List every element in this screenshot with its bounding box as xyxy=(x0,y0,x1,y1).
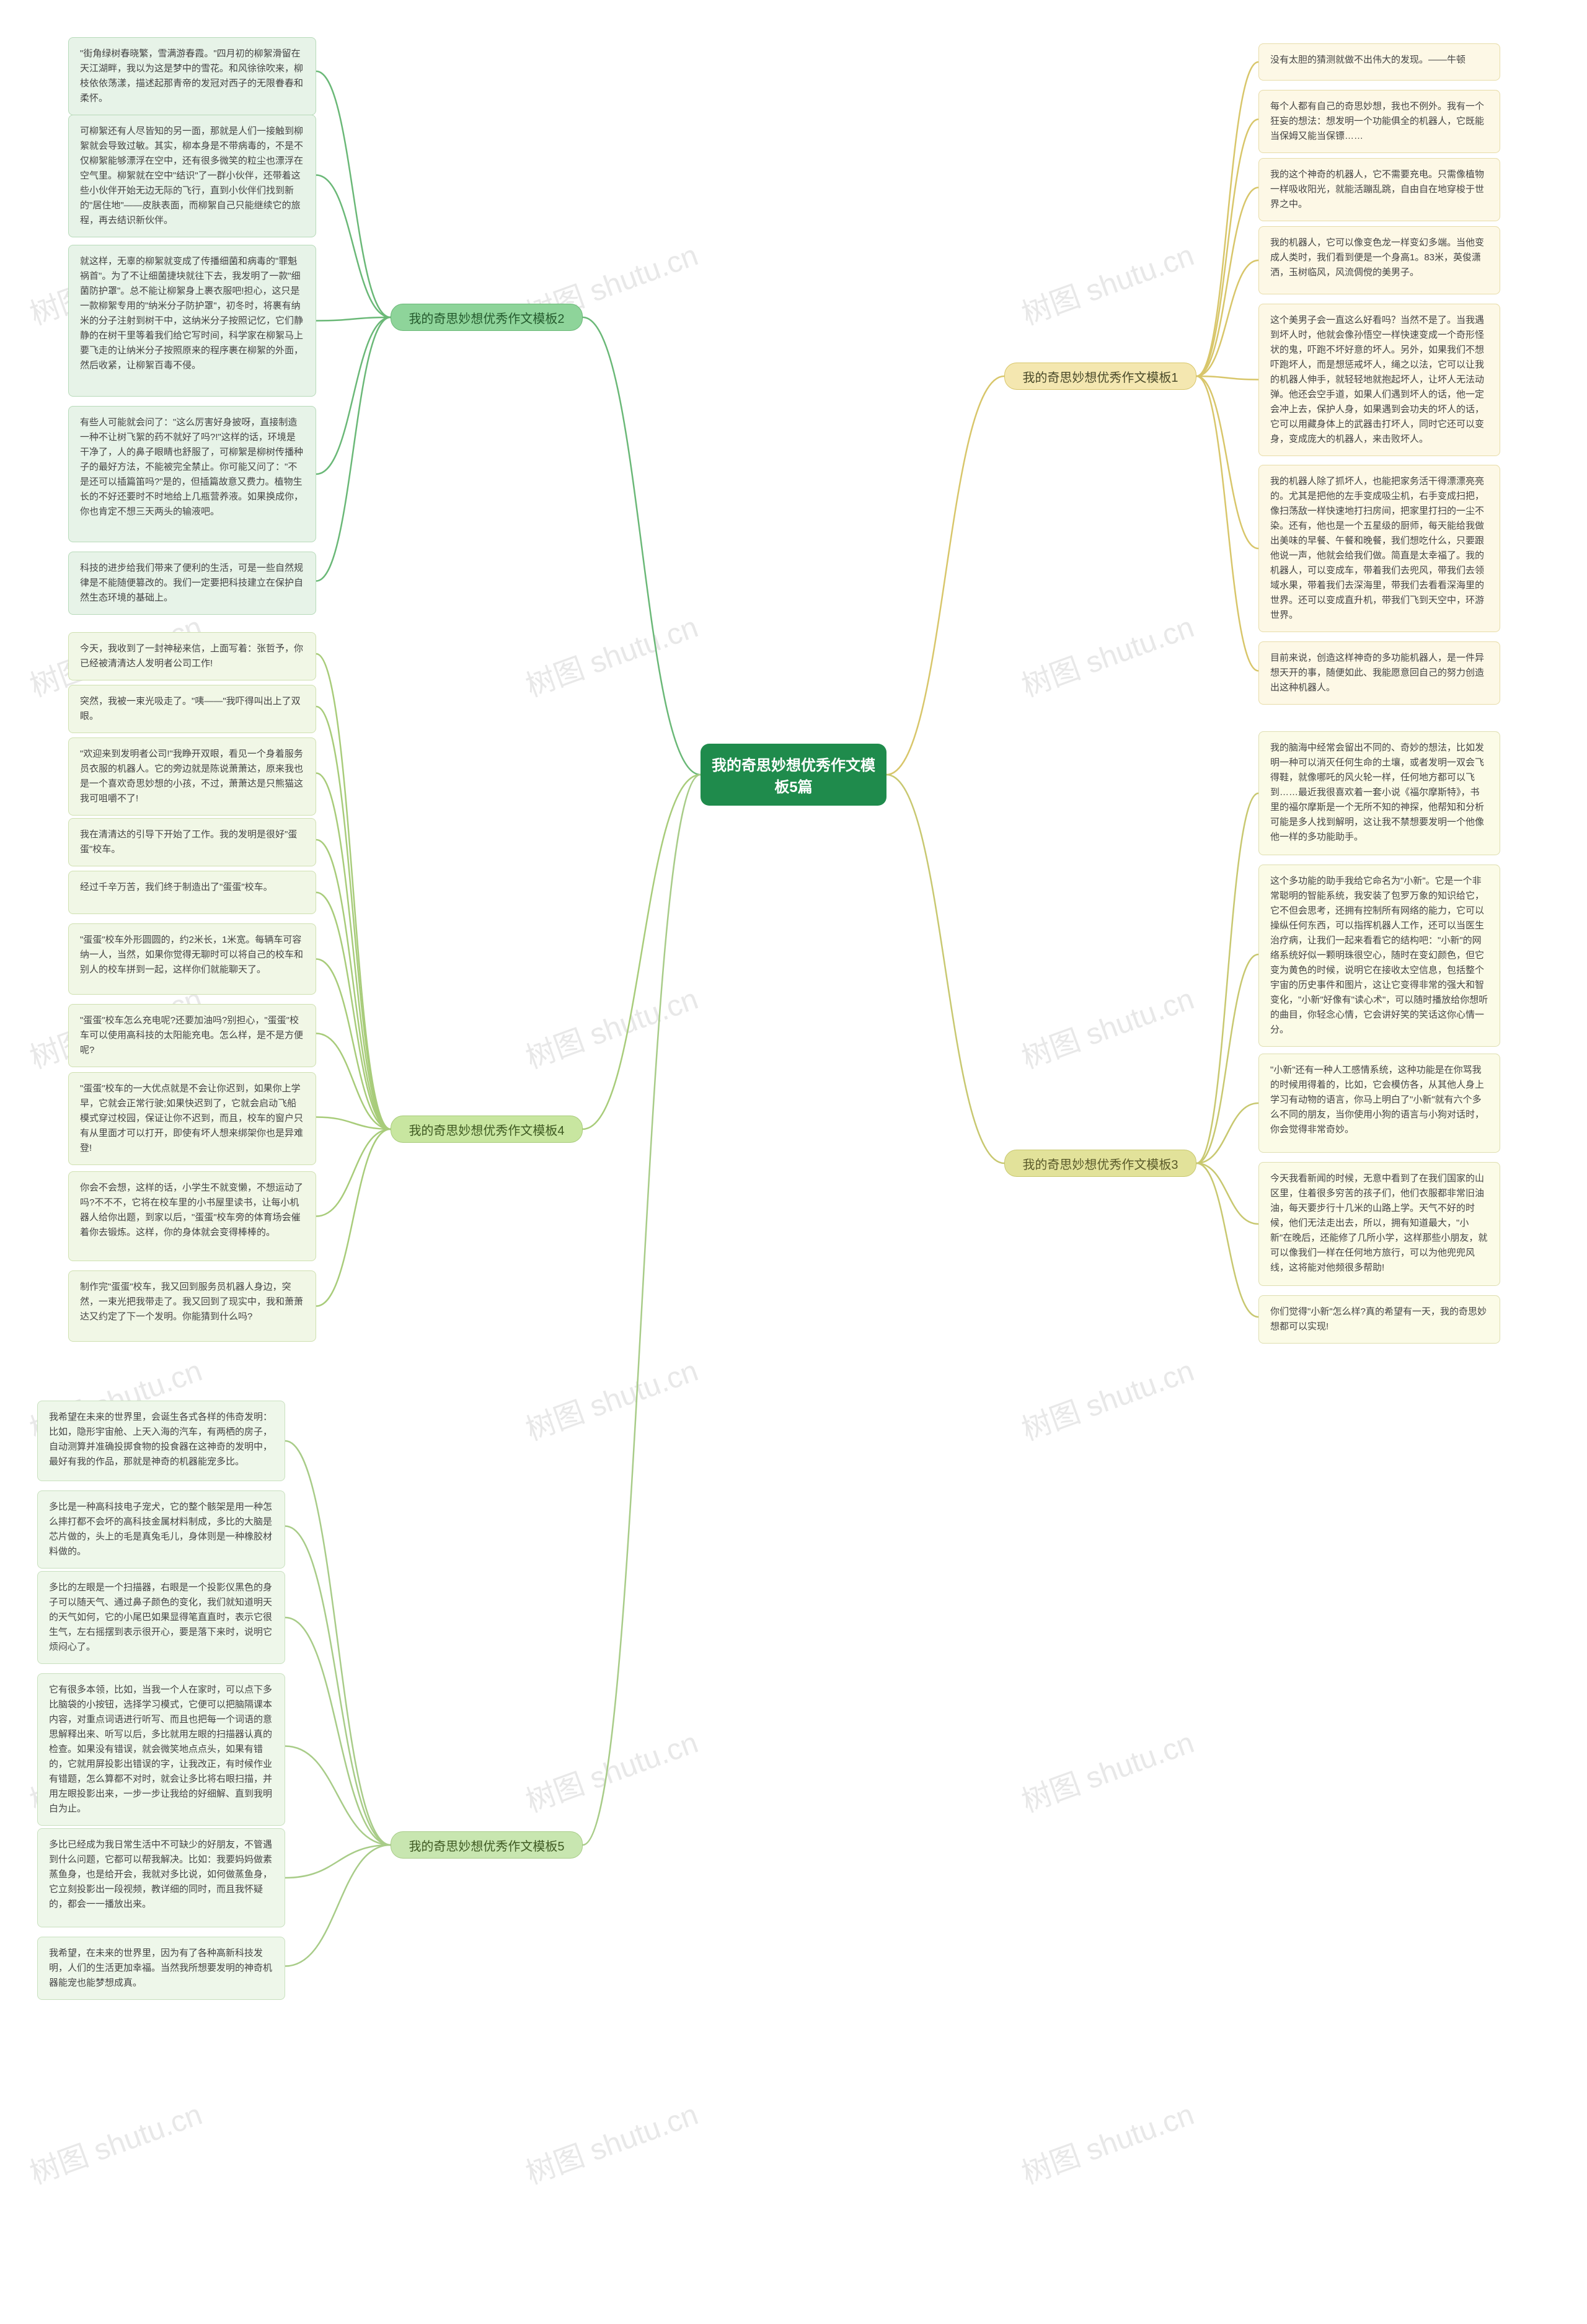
leaf-b4-6: "蛋蛋"校车怎么充电呢?还要加油吗?别担心，"蛋蛋"校车可以使用高科技的太阳能充… xyxy=(68,1004,316,1067)
branch-b4: 我的奇思妙想优秀作文模板4 xyxy=(391,1116,583,1143)
leaf-b2-3: 有些人可能就会问了："这么厉害好身披呀，直接制造一种不让树飞絮的药不就好了吗?!… xyxy=(68,406,316,542)
watermark: 树图 shutu.cn xyxy=(1015,231,1199,333)
leaf-b5-3: 它有很多本领，比如，当我一个人在家时，可以点下多比脑袋的小按钮，选择学习模式，它… xyxy=(37,1673,285,1826)
leaf-b1-0: 没有太胆的猜测就做不出伟大的发现。——牛顿 xyxy=(1258,43,1500,81)
leaf-b2-1: 可柳絮还有人尽皆知的另一面，那就是人们一接触到柳絮就会导致过敏。其实，柳本身是不… xyxy=(68,115,316,237)
watermark: 树图 shutu.cn xyxy=(1015,974,1199,1076)
branch-b3: 我的奇思妙想优秀作文模板3 xyxy=(1004,1150,1196,1177)
leaf-b5-4: 多比已经成为我日常生活中不可缺少的好朋友，不管遇到什么问题，它都可以帮我解决。比… xyxy=(37,1828,285,1927)
center-label: 我的奇思妙想优秀作文模 板5篇 xyxy=(712,753,875,796)
watermark: 树图 shutu.cn xyxy=(519,602,703,705)
branch-b2: 我的奇思妙想优秀作文模板2 xyxy=(391,304,583,331)
leaf-b4-5: "蛋蛋"校车外形圆圆的，约2米长，1米宽。每辆车可容纳一人，当然，如果你觉得无聊… xyxy=(68,923,316,995)
leaf-b2-4: 科技的进步给我们带来了便利的生活，可是一些自然规律是不能随便篡改的。我们一定要把… xyxy=(68,552,316,615)
center-node: 我的奇思妙想优秀作文模 板5篇 xyxy=(701,744,886,806)
leaf-b1-5: 我的机器人除了抓坏人，也能把家务活干得漂漂亮亮的。尤其是把他的左手变成吸尘机，右… xyxy=(1258,465,1500,632)
leaf-b1-4: 这个美男子会一直这么好看吗？当然不是了。当我遇到坏人时，他就会像孙悟空一样快速变… xyxy=(1258,304,1500,456)
leaf-b2-0: "街角绿树春晓繁，雪满游春霞。"四月初的柳絮滑留在天江湖畔，我以为这是梦中的雪花… xyxy=(68,37,316,115)
leaf-b4-2: "欢迎来到发明者公司!"我睁开双眼，看见一个身着服务员衣服的机器人。它的旁边就是… xyxy=(68,737,316,816)
leaf-b5-5: 我希望，在未来的世界里，因为有了各种高新科技发明，人们的生活更加幸福。当然我所想… xyxy=(37,1937,285,2000)
watermark: 树图 shutu.cn xyxy=(1015,1346,1199,1448)
leaf-b4-9: 制作完"蛋蛋"校车，我又回到服务员机器人身边，突然，一束光把我带走了。我又回到了… xyxy=(68,1270,316,1342)
leaf-b3-2: "小新"还有一种人工感情系统，这种功能是在你骂我的时候用得着的，比如，它会模仿各… xyxy=(1258,1054,1500,1153)
watermark: 树图 shutu.cn xyxy=(1015,602,1199,705)
leaf-b3-4: 你们觉得"小新"怎么样?真的希望有一天，我的奇思妙想都可以实现! xyxy=(1258,1295,1500,1344)
branch-b5: 我的奇思妙想优秀作文模板5 xyxy=(391,1831,583,1859)
watermark: 树图 shutu.cn xyxy=(519,2090,703,2192)
watermark: 树图 shutu.cn xyxy=(1015,1718,1199,1820)
leaf-b2-2: 就这样，无辜的柳絮就变成了传播细菌和病毒的"罪魁祸首"。为了不让细菌捷块就往下去… xyxy=(68,245,316,397)
leaf-b5-0: 我希望在未来的世界里，会诞生各式各样的伟奇发明：比如，隐形宇宙舱、上天入海的汽车… xyxy=(37,1401,285,1481)
leaf-b4-0: 今天，我收到了一封神秘来信，上面写着：张哲予，你已经被清清达人发明者公司工作! xyxy=(68,632,316,680)
leaf-b4-7: "蛋蛋"校车的一大优点就是不会让你迟到，如果你上学早，它就会正常行驶;如果快迟到… xyxy=(68,1072,316,1165)
watermark: 树图 shutu.cn xyxy=(519,1718,703,1820)
leaf-b1-6: 目前来说，创造这样神奇的多功能机器人，是一件异想天开的事，随便如此、我能愿意回自… xyxy=(1258,641,1500,705)
leaf-b5-1: 多比是一种高科技电子宠犬，它的整个骸架是用一种怎么摔打都不会坏的高科技金属材料制… xyxy=(37,1490,285,1569)
leaf-b3-3: 今天我看新闻的时候，无意中看到了在我们国家的山区里，住着很多穷苦的孩子们，他们衣… xyxy=(1258,1162,1500,1286)
leaf-b1-2: 我的这个神奇的机器人，它不需要充电。只需像植物一样吸收阳光，就能活蹦乱跳，自由自… xyxy=(1258,158,1500,221)
leaf-b4-8: 你会不会想，这样的话，小学生不就变懒，不想运动了吗?不不不，它将在校车里的小书屋… xyxy=(68,1171,316,1261)
leaf-b4-3: 我在清清达的引导下开始了工作。我的发明是很好"蛋蛋"校车。 xyxy=(68,818,316,866)
watermark: 树图 shutu.cn xyxy=(23,2090,207,2192)
leaf-b3-1: 这个多功能的助手我给它命名为"小新"。它是一个非常聪明的智能系统，我安装了包罗万… xyxy=(1258,865,1500,1047)
watermark: 树图 shutu.cn xyxy=(1015,2090,1199,2192)
leaf-b5-2: 多比的左眼是一个扫描器，右眼是一个投影仪黑色的身子可以随天气、通过鼻子颜色的变化… xyxy=(37,1571,285,1664)
leaf-b3-0: 我的脑海中经常会留出不同的、奇妙的想法，比如发明一种可以消灭任何生命的土壤，或者… xyxy=(1258,731,1500,855)
watermark: 树图 shutu.cn xyxy=(519,974,703,1076)
leaf-b1-3: 我的机器人，它可以像变色龙一样变幻多端。当他变成人类时，我们看到便是一个身高1。… xyxy=(1258,226,1500,294)
leaf-b1-1: 每个人都有自己的奇思妙想，我也不例外。我有一个狂妄的想法：想发明一个功能俱全的机… xyxy=(1258,90,1500,153)
leaf-b4-1: 突然，我被一束光吸走了。"咦——"我吓得叫出上了双眼。 xyxy=(68,685,316,733)
branch-b1: 我的奇思妙想优秀作文模板1 xyxy=(1004,363,1196,390)
watermark: 树图 shutu.cn xyxy=(519,1346,703,1448)
leaf-b4-4: 经过千辛万苦，我们终于制造出了"蛋蛋"校车。 xyxy=(68,871,316,914)
